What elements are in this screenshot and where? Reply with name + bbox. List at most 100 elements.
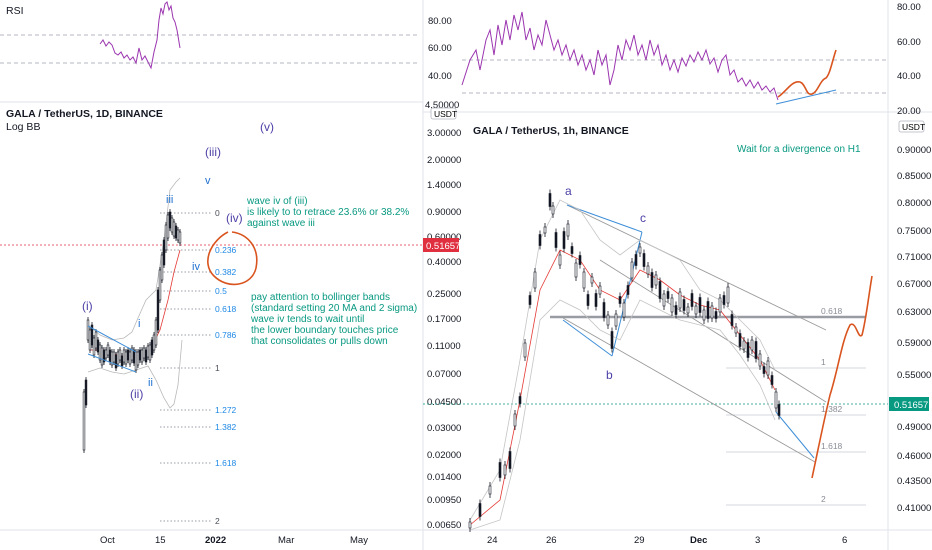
right-candle [666,291,670,299]
right-candle [730,314,734,326]
right-price-projection [811,275,873,479]
left-rsi-tick: 60.00 [428,43,452,54]
left-candle [174,225,178,239]
right-price-tick: 0.63000 [897,307,931,318]
wave-label-major-1: (i) [82,299,93,313]
right-candle [630,261,634,279]
right-price-tick: 0.67000 [897,279,931,290]
left-current-price-tag: 0.51657 [423,238,460,252]
right-candle [722,295,726,305]
left-candle [106,344,110,356]
right-price-tick: 0.43500 [897,476,931,487]
left-price-tick: 0.02000 [427,450,461,461]
right-candle [626,285,630,295]
left-price-tick: 0.11000 [427,341,461,352]
right-candle [650,272,654,288]
left-candle [158,269,162,301]
right-price-tick: 0.46000 [897,451,931,462]
right-price-axis[interactable]: 0.90000 0.85000 0.80000 0.75000 0.71000 0.670… [897,145,931,514]
right-candle [694,305,698,315]
right-current-price-tag: 0.51657 [889,397,929,411]
right-candle [686,306,690,314]
right-candle [478,503,482,517]
right-candle [774,391,778,409]
right-rsi-axis[interactable]: 80.00 60.00 40.00 20.00 [897,2,921,117]
right-candle [638,246,642,254]
right-price-tick: 0.55000 [897,370,931,381]
right-candle [498,462,502,478]
right-candle [598,285,602,295]
right-price-tick: 0.41000 [897,503,931,514]
left-price-axis[interactable]: 3.00000 2.00000 1.40000 0.90000 0.60000 0.400… [427,128,461,531]
left-price-tick: 0.04500 [427,397,461,408]
left-fib-label: 0 [215,208,220,218]
left-time-tick: Oct [100,535,115,546]
right-time-tick: 6 [842,535,847,546]
right-candle [582,271,586,289]
right-time-axis[interactable]: 24 26 29 Dec 3 6 [487,535,847,546]
left-candle [168,211,172,229]
right-rsi-tick: 40.00 [897,71,921,82]
right-candle [528,295,532,305]
right-rsi-line [461,11,779,101]
right-candle [758,353,762,367]
left-fib-label: 0.618 [215,304,237,314]
right-candle [766,360,770,376]
left-time-axis[interactable]: Oct 15 2022 Mar May [100,535,368,546]
right-candle [618,296,622,304]
right-candle [702,309,706,321]
left-candle [128,351,132,365]
left-price-top-tick: 4.50000 [425,100,459,111]
left-note-1: wave iv of (iii) is likely to to retrace… [246,196,412,229]
right-candle [710,305,714,319]
right-candle [646,265,650,275]
left-candle [96,339,100,353]
right-fib-label: 2 [821,494,826,504]
right-candle [606,314,610,326]
right-candle [706,301,710,319]
right-candle [574,262,578,278]
left-candle [126,349,130,361]
left-time-tick: 15 [155,535,166,546]
wave-label-major-5: (v) [260,120,274,134]
left-rsi-tick: 80.00 [428,16,452,27]
wave-label-minor-ii: ii [148,377,153,389]
left-candle [84,379,88,406]
left-currency-badge: USDT [430,107,457,120]
right-candle [777,404,781,416]
right-candle [586,294,590,306]
right-time-tick: 3 [755,535,760,546]
right-fib-label: 1 [821,357,826,367]
left-candle [138,349,142,361]
right-bb-lower [469,299,776,531]
wave-label-minor-i: i [138,318,140,330]
left-price-tick: 0.40000 [427,257,461,268]
right-candle [674,305,678,315]
right-price-tick: 0.90000 [897,145,931,156]
left-rsi-label: RSI [6,5,24,17]
left-rsi-pane: RSI [0,1,420,70]
left-fib-label: 1.618 [215,458,237,468]
left-time-tick: 2022 [205,535,226,546]
right-candle [614,313,618,327]
left-rsi-axis[interactable]: 80.00 60.00 40.00 [428,16,452,82]
right-channel [562,204,827,463]
left-candle [164,224,168,251]
right-candle [742,340,746,350]
right-time-tick: 24 [487,535,498,546]
right-candle [594,293,598,307]
left-candle [150,339,154,356]
left-candle [134,351,138,371]
right-price-tick: 0.71000 [897,252,931,263]
left-price-tick: 0.00950 [427,495,461,506]
right-candle [670,297,674,313]
right-price-tick: 0.59000 [897,338,931,349]
right-candle [538,234,542,246]
right-candle [548,193,552,207]
left-main-pane: GALA / TetherUS, 1D, BINANCE Log BB 0 0.2… [0,108,423,526]
right-candle [488,485,492,495]
left-price-tick: 0.90000 [427,207,461,218]
right-rsi-tick: 20.00 [897,106,921,117]
left-time-tick: Mar [278,535,294,546]
left-price-tick: 0.25000 [427,289,461,300]
